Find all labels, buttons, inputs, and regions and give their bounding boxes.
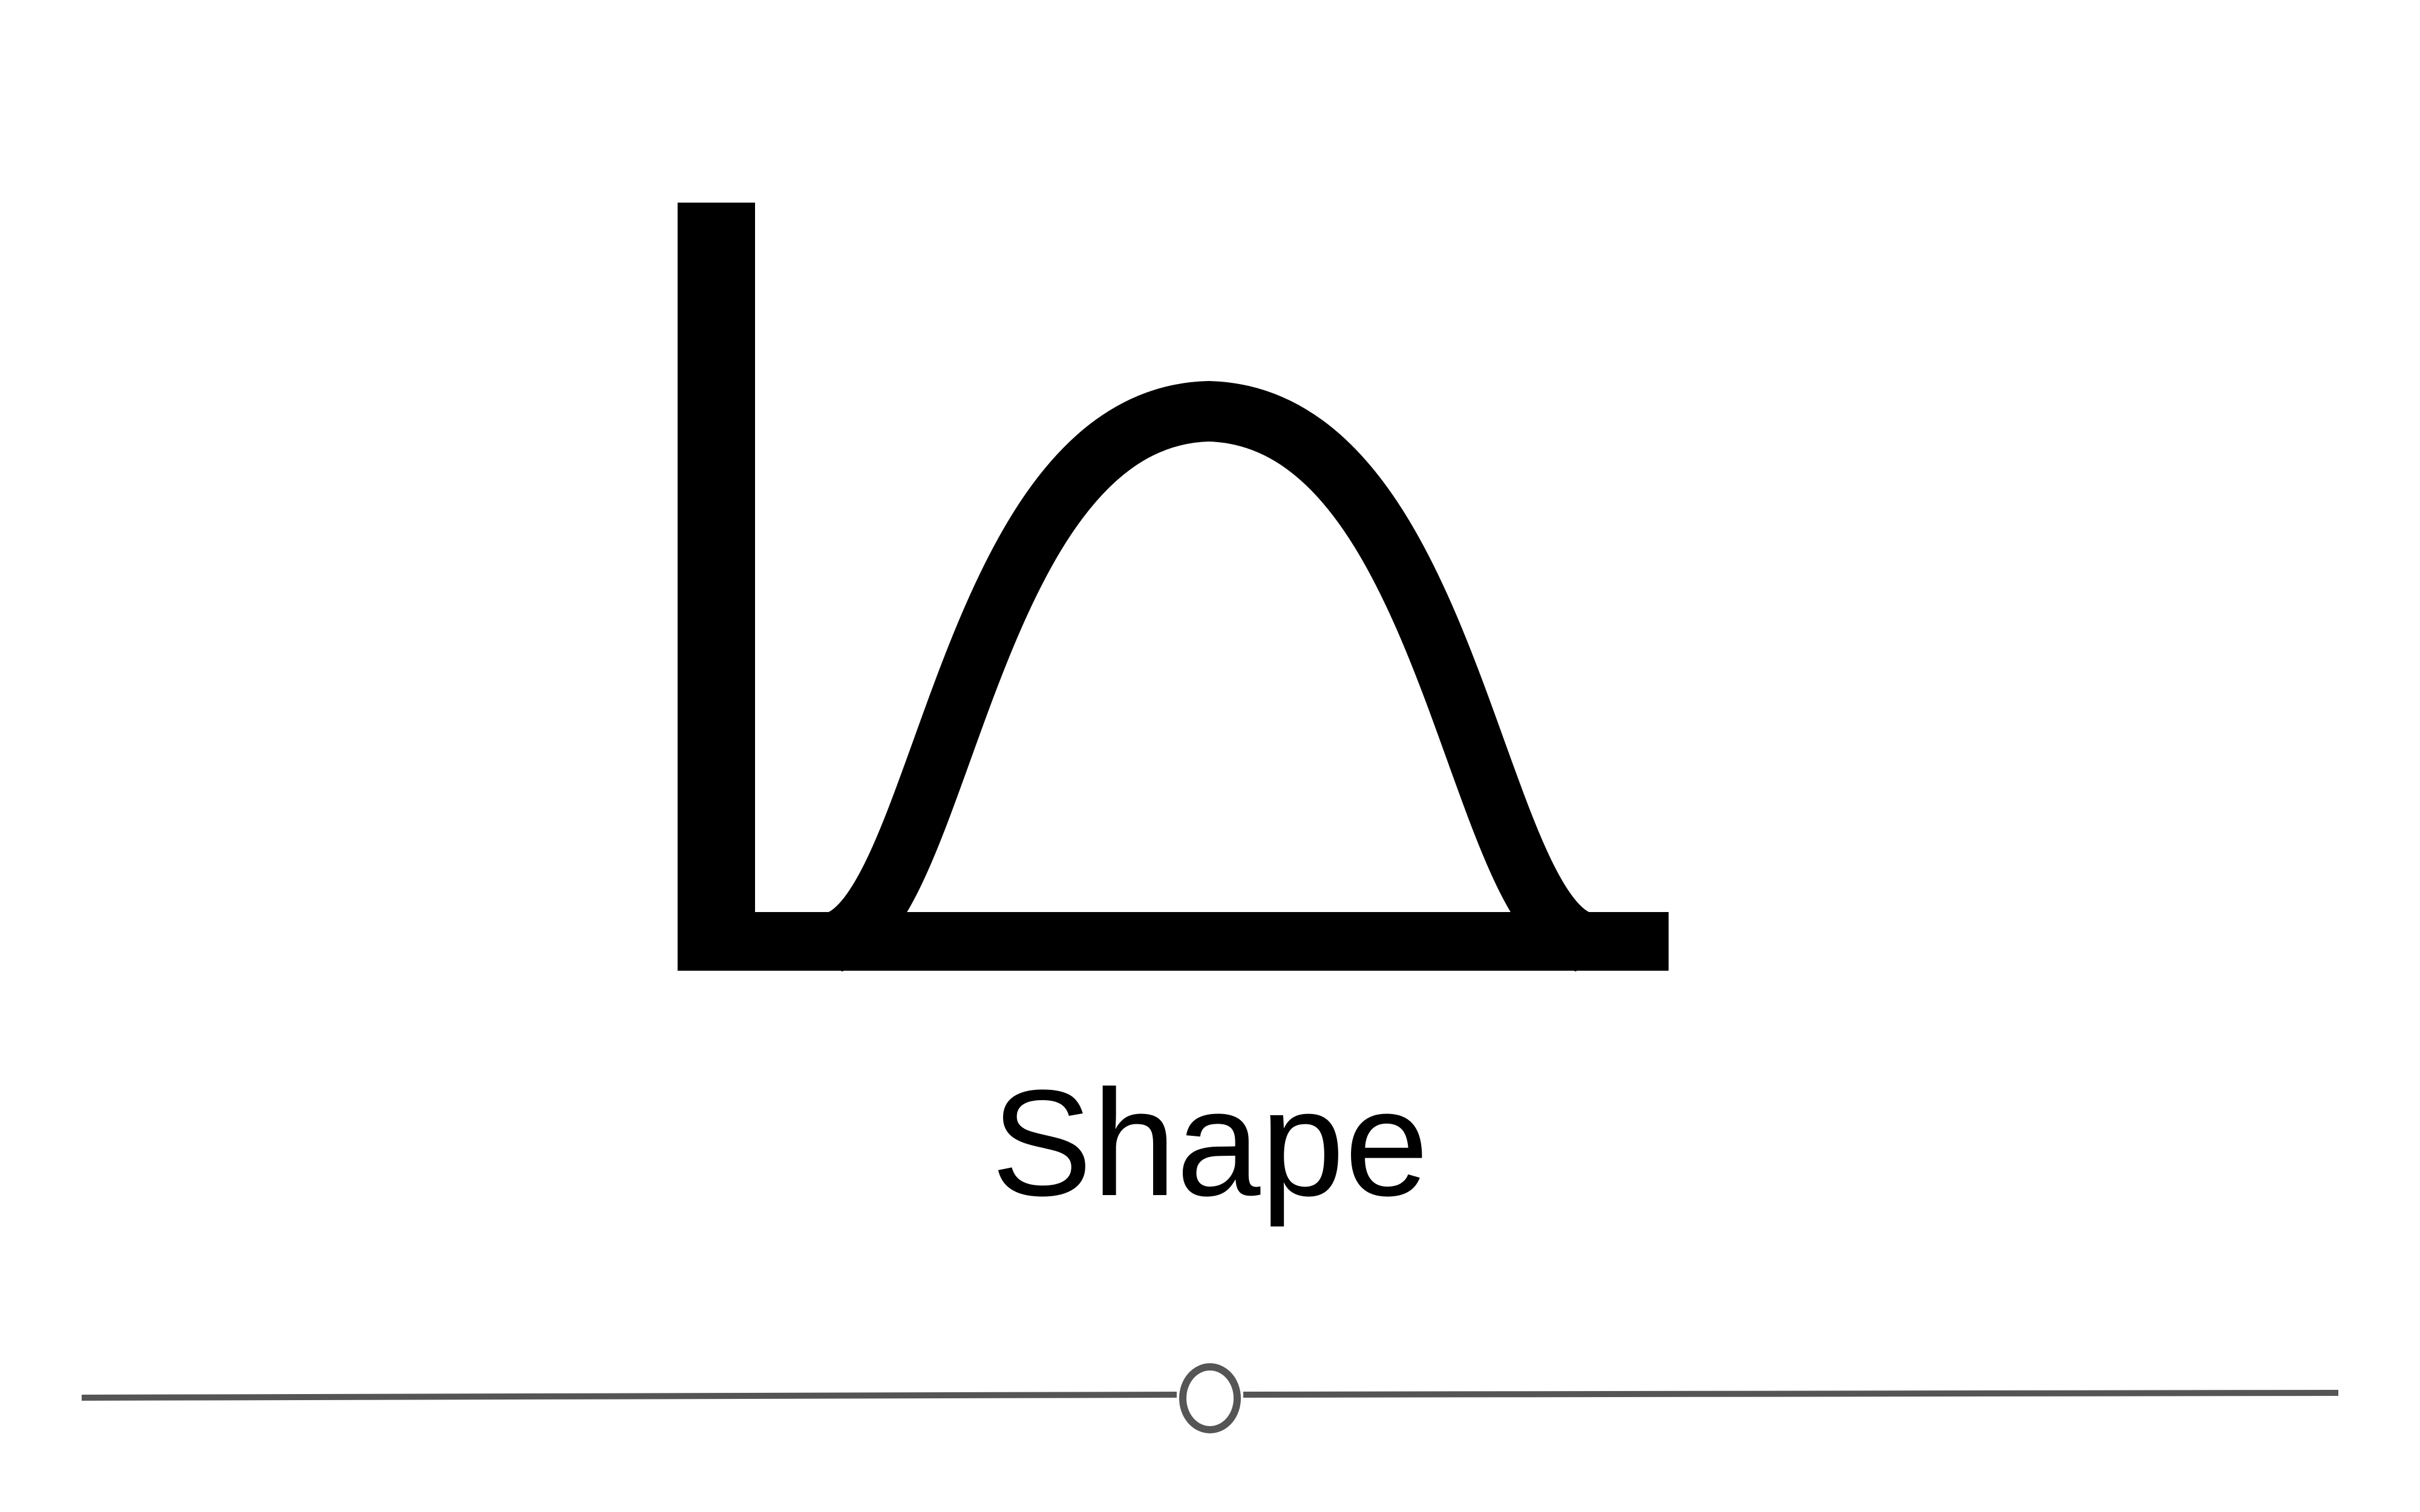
shape-label: Shape [991, 1058, 1429, 1227]
slider-thumb[interactable] [1179, 1363, 1241, 1433]
curve-base-cover [755, 912, 1669, 971]
bell-curve-shape-icon [678, 203, 1669, 972]
slider-track-left[interactable] [81, 1392, 1177, 1401]
slider-track-right[interactable] [1243, 1390, 2339, 1398]
bell-curve-path [823, 381, 1595, 972]
shape-slider[interactable] [0, 1331, 2420, 1464]
